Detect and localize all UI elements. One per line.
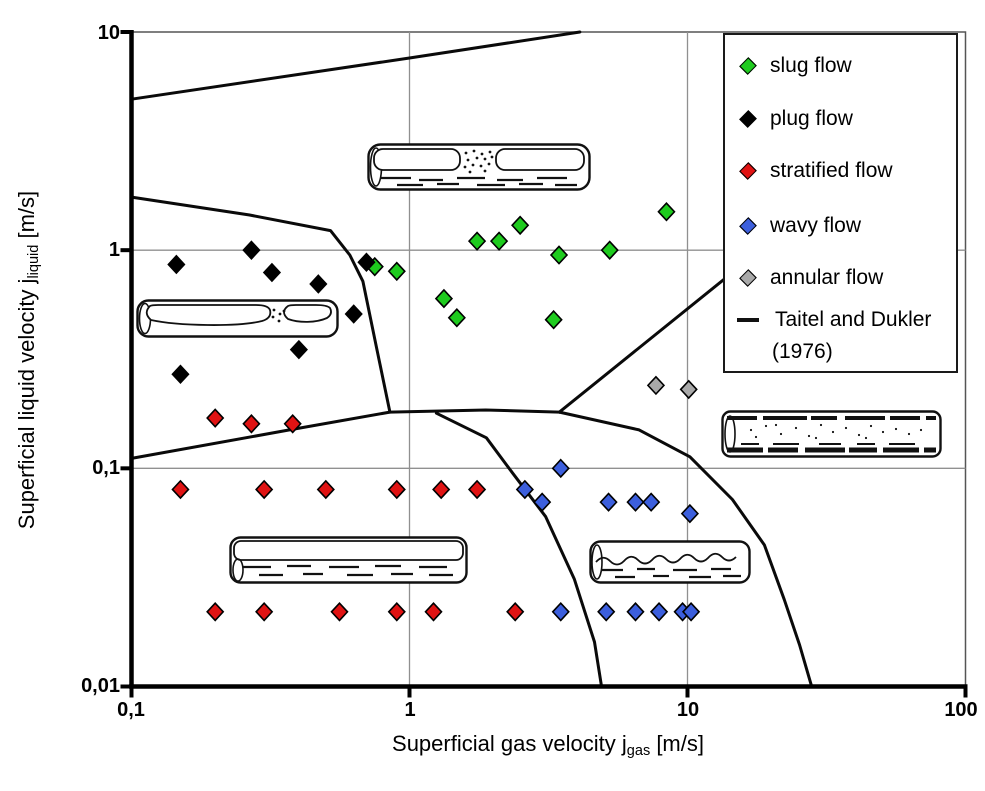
taitel-dukler-annular-transition — [557, 275, 728, 414]
annular-flow-tube-illustration — [721, 410, 942, 458]
x-tick-10: 10 — [676, 699, 700, 721]
plug-flow-point — [289, 339, 308, 360]
taitel-dukler-wavy-lower-boundary — [557, 410, 813, 688]
taitel-dukler-stratified-upper-boundary — [130, 408, 561, 460]
plug-flow-point — [242, 240, 261, 260]
stratified-flow-point — [242, 414, 261, 434]
x-tick-100: 100 — [944, 699, 978, 721]
taitel-dukler-upper-boundary — [130, 30, 582, 101]
slug-flow-point — [434, 288, 454, 309]
y-tick-0.01: 0,01 — [81, 675, 120, 697]
legend-item-annular: annular flow — [725, 264, 883, 292]
wavy-flow-point — [551, 602, 570, 622]
stratified-flow-point — [467, 479, 487, 500]
x-tick-0.1: 0,1 — [117, 699, 145, 721]
y-tick-1: 1 — [108, 239, 120, 261]
wavy-flow-point — [649, 602, 669, 622]
plug-flow-point — [262, 262, 282, 283]
x-axis-title: Superficial gas velocity jgas [m/s] — [392, 731, 704, 760]
y-tick-0.1: 0,1 — [92, 457, 120, 479]
stratified-flow-point — [316, 479, 335, 500]
stratified-flow-point — [283, 414, 302, 434]
legend: slug flow plug flow stratified flow wavy… — [723, 33, 958, 373]
wavy-flow-point — [599, 492, 618, 512]
stratified-flow-point — [506, 602, 525, 622]
taitel-dukler-stratified-wavy-boundary — [434, 411, 603, 688]
slug-flow-point — [600, 240, 619, 260]
line-icon — [737, 318, 759, 322]
legend-item-taitel-dukler: Taitel and Dukler — [725, 306, 931, 334]
plug-flow-point — [171, 364, 190, 384]
wavy-flow-point — [681, 602, 701, 622]
plug-flow-diamond-icon — [739, 110, 757, 128]
slug-flow-point — [387, 261, 406, 282]
annular-flow-diamond-icon — [739, 269, 757, 287]
wavy-flow-point — [680, 503, 699, 524]
wavy-flow-point — [642, 492, 661, 512]
plug-flow-point — [357, 252, 376, 273]
plug-flow-point — [344, 304, 363, 324]
wavy-flow-point — [626, 602, 645, 622]
plug-flow-point — [309, 274, 328, 294]
stratified-flow-point — [387, 602, 406, 622]
taitel-dukler-plug-slug-boundary — [130, 195, 392, 414]
stratified-flow-point — [206, 602, 225, 622]
y-tick-10: 10 — [97, 22, 120, 44]
stratified-flow-point — [432, 479, 451, 500]
slug-flow-point — [447, 307, 466, 328]
legend-item-wavy: wavy flow — [725, 212, 861, 240]
stratified-flow-point — [330, 602, 349, 622]
stratified-flow-point — [171, 479, 190, 500]
stratified-flow-tube-illustration — [229, 536, 468, 584]
slug-flow-point — [657, 201, 676, 222]
wavy-flow-tube-illustration — [589, 540, 751, 584]
wavy-flow-point — [551, 458, 570, 479]
legend-item-plug: plug flow — [725, 105, 853, 133]
slug-flow-diamond-icon — [739, 57, 757, 75]
slug-flow-tube-illustration — [367, 143, 591, 191]
legend-item-slug: slug flow — [725, 52, 852, 80]
slug-flow-point — [544, 309, 563, 330]
stratified-flow-point — [387, 479, 406, 500]
plug-flow-tube-illustration — [136, 299, 339, 338]
legend-item-stratified: stratified flow — [725, 157, 893, 185]
wavy-flow-point — [533, 492, 552, 512]
annular-flow-point — [646, 375, 666, 396]
stratified-flow-point — [206, 408, 225, 428]
wavy-flow-diamond-icon — [739, 217, 757, 235]
wavy-flow-point — [597, 602, 616, 622]
slug-flow-point — [489, 231, 509, 251]
y-axis-title: Superficial liquid velocity jliquid [m/s… — [13, 190, 43, 530]
stratified-flow-point — [255, 602, 274, 622]
legend-item-taitel-dukler-year: (1976) — [772, 340, 833, 363]
slug-flow-point — [549, 245, 569, 265]
plug-flow-point — [167, 254, 186, 275]
wavy-flow-point — [626, 492, 645, 512]
annular-flow-point — [679, 379, 698, 400]
slug-flow-point — [511, 215, 530, 236]
slug-flow-point — [467, 231, 487, 251]
wavy-flow-point — [515, 479, 534, 500]
stratified-flow-point — [255, 479, 274, 500]
stratified-flow-diamond-icon — [739, 162, 757, 180]
stratified-flow-point — [424, 602, 443, 622]
x-tick-1: 1 — [404, 699, 416, 721]
